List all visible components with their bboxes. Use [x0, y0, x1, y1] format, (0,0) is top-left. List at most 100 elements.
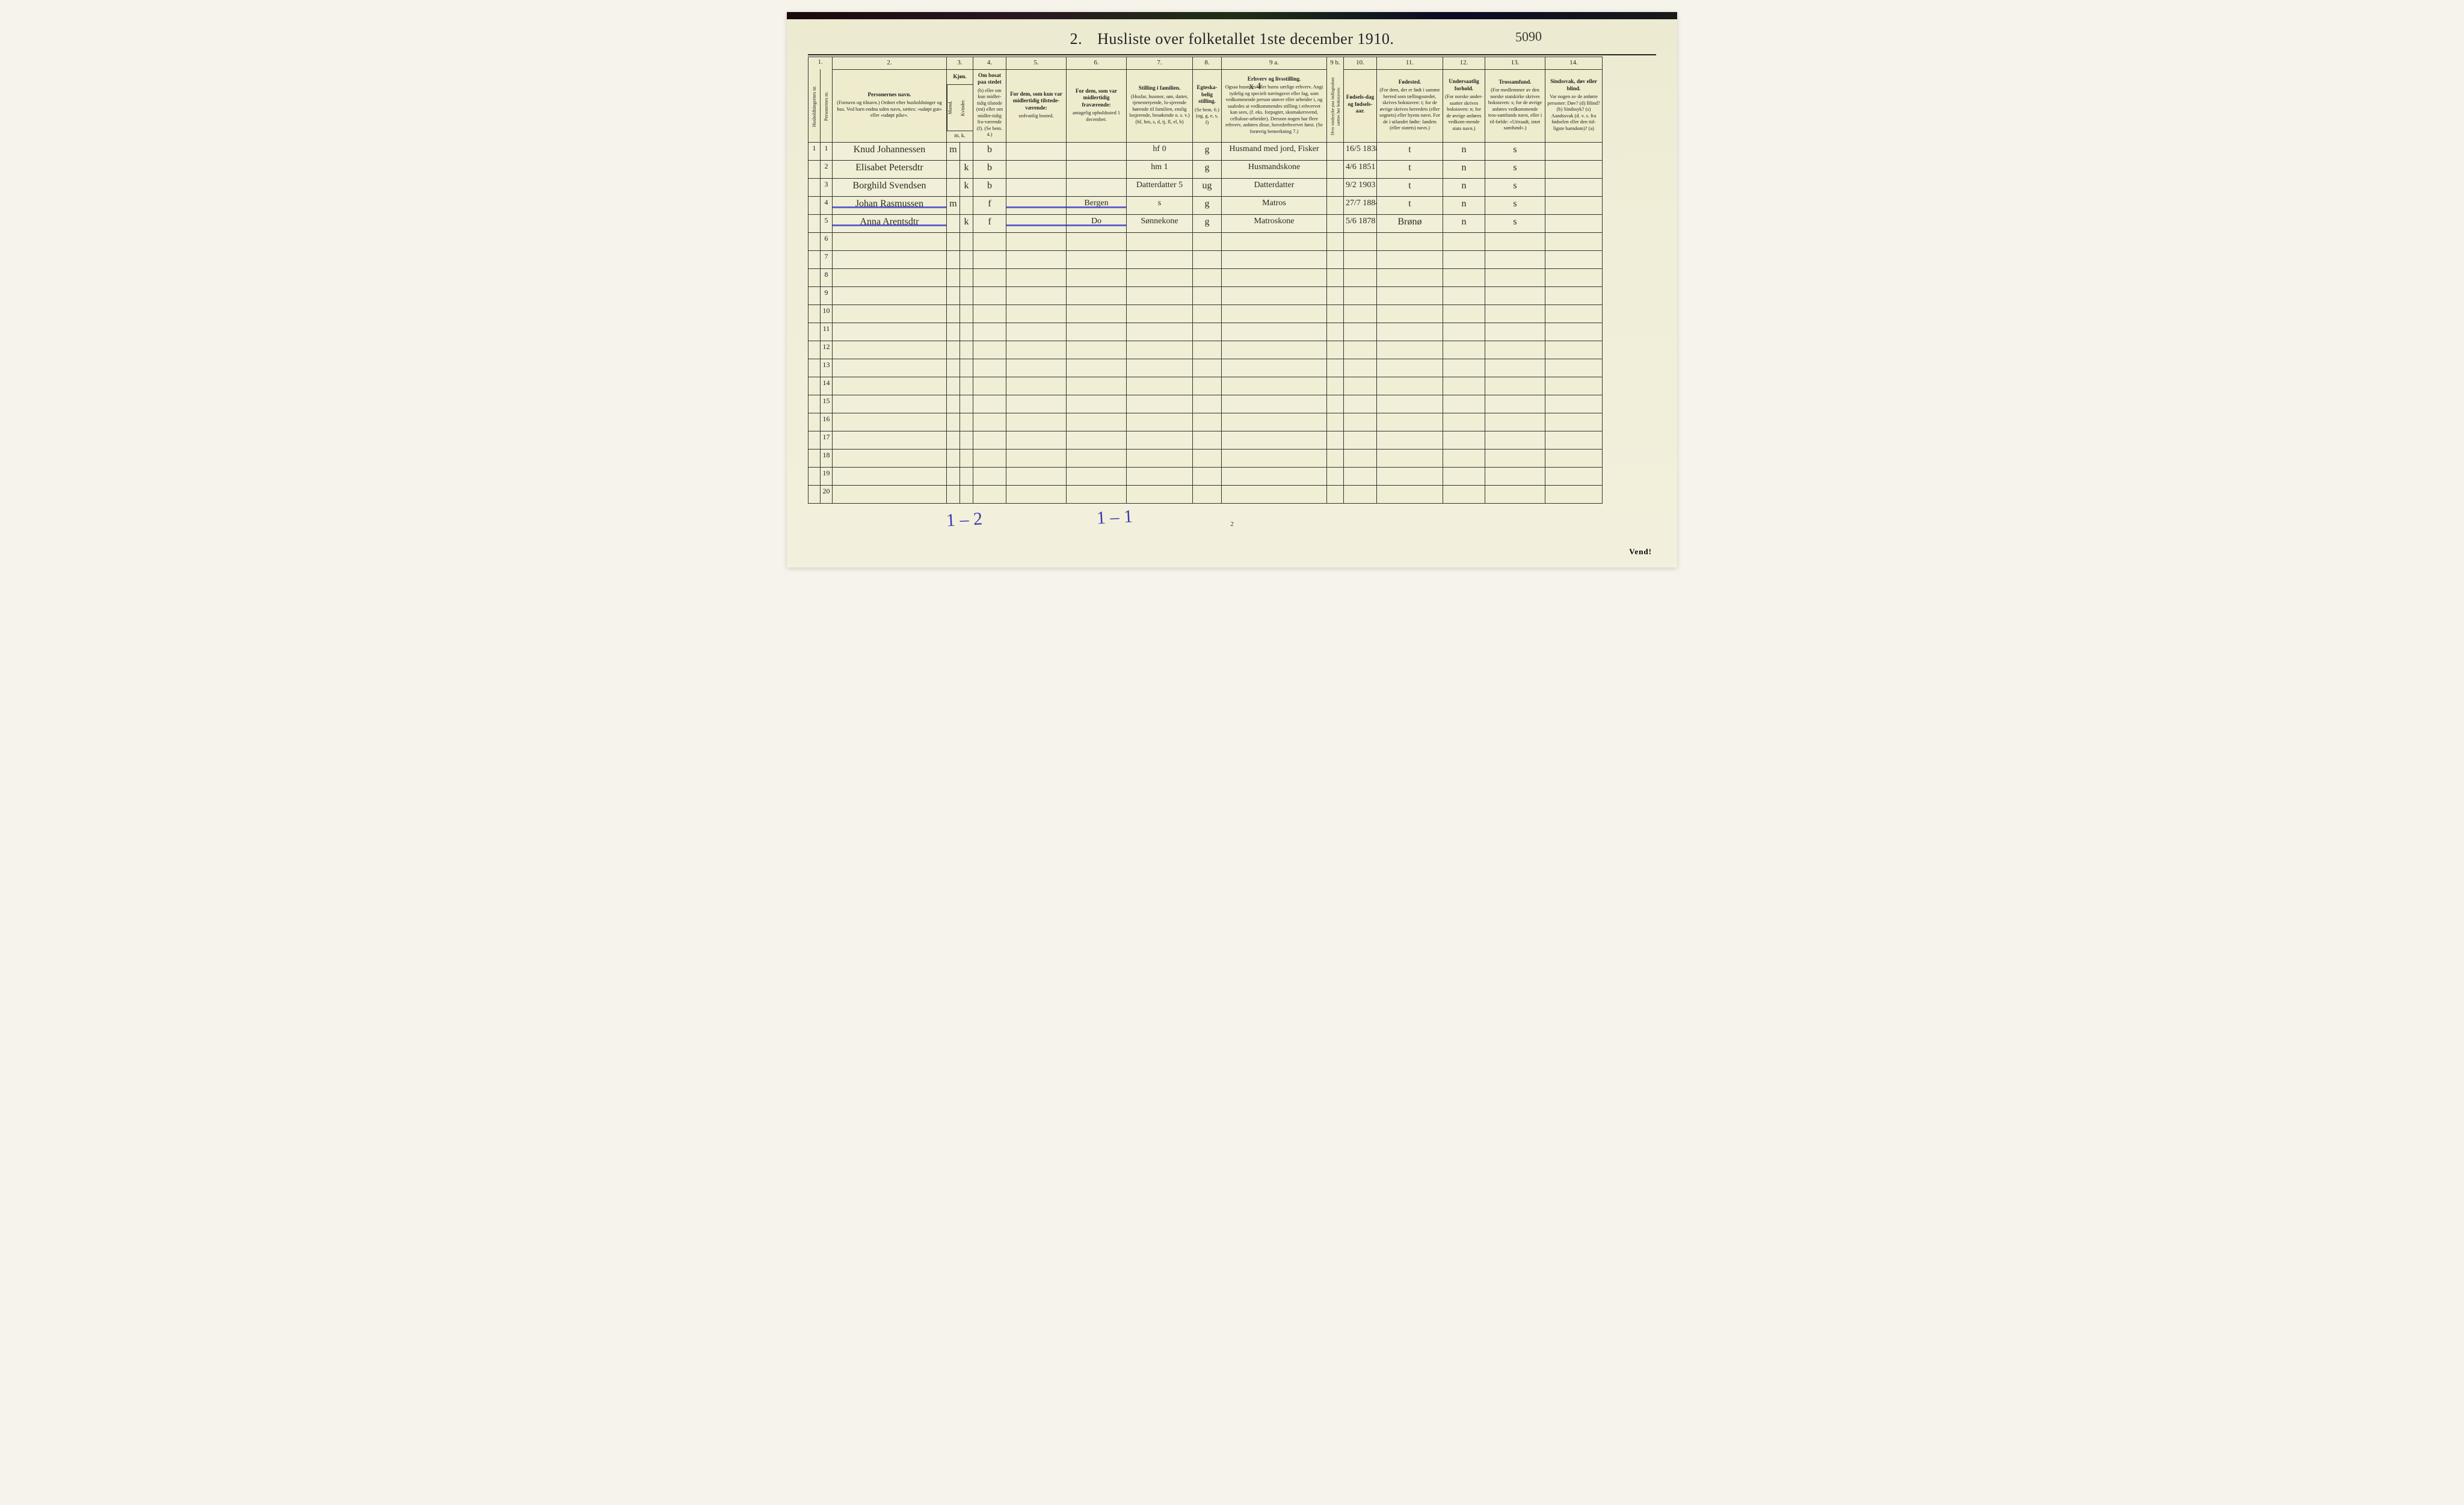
cell-9b: [1327, 413, 1344, 431]
table-row: 17: [808, 431, 1656, 449]
cell-absent-location: [1067, 431, 1127, 449]
cell-nationality: n: [1443, 178, 1485, 196]
cell-9b: [1327, 449, 1344, 467]
cell-nationality: [1443, 341, 1485, 359]
cell-marital: g: [1193, 142, 1222, 160]
cell-birthplace: Brønø: [1377, 214, 1443, 232]
cell-sex-m: [947, 160, 960, 178]
cell-absent-location: [1067, 304, 1127, 323]
cell-household-nr: [808, 359, 821, 377]
cell-birthplace: [1377, 323, 1443, 341]
cell-occupation: [1222, 485, 1327, 503]
cell-occupation: Matros: [1222, 196, 1327, 214]
cell-residence-status: [973, 467, 1006, 485]
cell-marital: [1193, 467, 1222, 485]
table-row: 20: [808, 485, 1656, 503]
cell-household-nr: [808, 323, 821, 341]
cell-name: [833, 323, 947, 341]
table-row: 11Knud Johannessenmbhf 0gHusmand med jor…: [808, 142, 1656, 160]
cell-household-nr: [808, 196, 821, 214]
cell-occupation: Husmandskone: [1222, 160, 1327, 178]
cell-name: [833, 341, 947, 359]
cell-absent-location: [1067, 160, 1127, 178]
header-residence-status: Om bosat paa stedet (b) eller om kun mid…: [973, 69, 1006, 142]
cell-person-nr: 9: [821, 286, 833, 304]
cell-nationality: [1443, 395, 1485, 413]
cell-religion: [1485, 377, 1545, 395]
cell-household-nr: 1: [808, 142, 821, 160]
cell-absent-location: [1067, 232, 1127, 250]
cell-birthdate: [1344, 268, 1377, 286]
cell-birthdate: [1344, 359, 1377, 377]
cell-nationality: [1443, 250, 1485, 268]
cell-birthdate: 9/2 1903: [1344, 178, 1377, 196]
cell-absent-location: [1067, 323, 1127, 341]
cell-birthplace: [1377, 304, 1443, 323]
cell-9b: [1327, 431, 1344, 449]
cell-disability: [1545, 232, 1603, 250]
cell-name: Knud Johannessen: [833, 142, 947, 160]
header-name: Personernes navn. (Fornavn og tilnavn.) …: [833, 69, 947, 142]
cell-birthdate: [1344, 485, 1377, 503]
cell-birthdate: 16/5 1838: [1344, 142, 1377, 160]
cell-9b: [1327, 467, 1344, 485]
cell-usual-residence: [1006, 395, 1067, 413]
cell-disability: [1545, 467, 1603, 485]
colnum: 9 b.: [1327, 57, 1344, 70]
colnum: 13.: [1485, 57, 1545, 70]
title-row: 2. Husliste over folketallet 1ste decemb…: [808, 30, 1656, 48]
cell-nationality: [1443, 485, 1485, 503]
cell-marital: [1193, 304, 1222, 323]
cell-marital: g: [1193, 196, 1222, 214]
cell-religion: [1485, 250, 1545, 268]
table-body: 11Knud Johannessenmbhf 0gHusmand med jor…: [808, 142, 1656, 503]
cell-person-nr: 20: [821, 485, 833, 503]
cell-occupation: [1222, 359, 1327, 377]
cell-family-position: [1127, 395, 1193, 413]
cell-disability: [1545, 431, 1603, 449]
colnum: 4.: [973, 57, 1006, 70]
cell-name: [833, 359, 947, 377]
colnum: 11.: [1377, 57, 1443, 70]
cell-residence-status: [973, 323, 1006, 341]
cell-person-nr: 4: [821, 196, 833, 214]
census-page: 2. Husliste over folketallet 1ste decemb…: [787, 12, 1677, 567]
cell-person-nr: 15: [821, 395, 833, 413]
cell-disability: [1545, 449, 1603, 467]
cell-person-nr: 6: [821, 232, 833, 250]
cell-sex-k: [960, 142, 973, 160]
cell-family-position: [1127, 250, 1193, 268]
column-number-row: 1. 2. 3. 4. 5. 6. 7. 8. 9 a. 9 b. 10. 11…: [808, 57, 1656, 70]
cell-marital: [1193, 413, 1222, 431]
cell-religion: [1485, 395, 1545, 413]
cell-sex-k: [960, 286, 973, 304]
header-religion: Trossamfund. (For medlemmer av den norsk…: [1485, 69, 1545, 142]
cell-disability: [1545, 341, 1603, 359]
cell-household-nr: [808, 160, 821, 178]
cell-usual-residence: [1006, 178, 1067, 196]
cell-residence-status: [973, 304, 1006, 323]
cell-person-nr: 5: [821, 214, 833, 232]
colnum: 6.: [1067, 57, 1127, 70]
cell-sex-m: [947, 413, 960, 431]
cell-sex-k: [960, 250, 973, 268]
cell-usual-residence: [1006, 485, 1067, 503]
cell-birthdate: [1344, 341, 1377, 359]
cell-residence-status: [973, 268, 1006, 286]
cell-absent-location: [1067, 449, 1127, 467]
cell-occupation: Matroskone: [1222, 214, 1327, 232]
cell-birthdate: [1344, 431, 1377, 449]
cell-occupation: [1222, 449, 1327, 467]
cell-residence-status: [973, 250, 1006, 268]
cell-marital: [1193, 449, 1222, 467]
cell-sex-m: [947, 485, 960, 503]
header-temp-absent: For dem, som var midlertidig fraværende:…: [1067, 69, 1127, 142]
cell-family-position: [1127, 304, 1193, 323]
cell-disability: [1545, 160, 1603, 178]
cell-marital: [1193, 359, 1222, 377]
header-temp-present: For dem, som kun var midlertidig tilsted…: [1006, 69, 1067, 142]
cell-person-nr: 14: [821, 377, 833, 395]
cell-disability: [1545, 413, 1603, 431]
cell-marital: [1193, 268, 1222, 286]
cell-marital: [1193, 395, 1222, 413]
